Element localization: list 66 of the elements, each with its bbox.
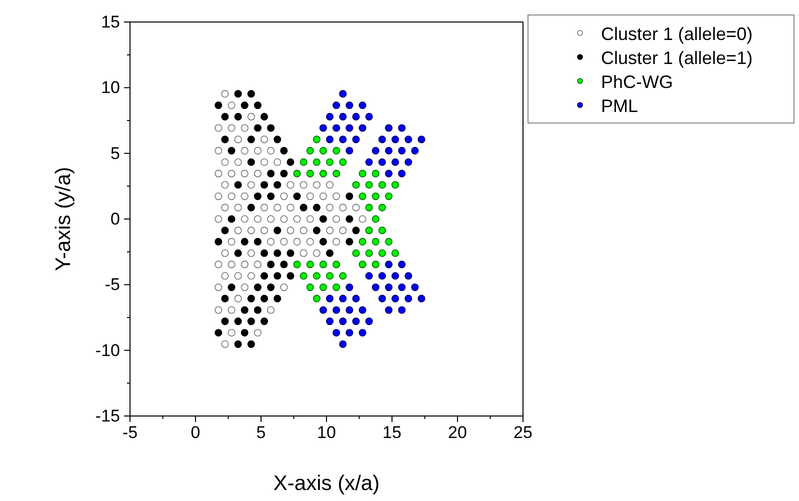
point bbox=[319, 170, 328, 178]
point bbox=[365, 181, 373, 189]
point bbox=[300, 272, 308, 280]
point bbox=[332, 260, 340, 268]
point bbox=[332, 284, 340, 292]
point bbox=[378, 226, 386, 234]
y-axis-title: Y-axis (y/a) bbox=[52, 166, 75, 272]
point bbox=[391, 181, 400, 189]
point bbox=[372, 238, 380, 246]
point bbox=[306, 170, 314, 178]
point bbox=[378, 181, 386, 189]
point bbox=[358, 170, 366, 178]
point bbox=[319, 146, 328, 154]
y-tick-label: 5 bbox=[110, 144, 120, 163]
point bbox=[372, 215, 380, 223]
point bbox=[319, 284, 328, 292]
legend-label: Cluster 1 (allele=1) bbox=[601, 48, 753, 68]
y-tick-label: 0 bbox=[110, 209, 120, 228]
point bbox=[300, 158, 308, 166]
point bbox=[312, 272, 320, 280]
y-tick-label: -10 bbox=[95, 340, 120, 360]
point bbox=[312, 158, 320, 166]
x-tick-label: 0 bbox=[190, 423, 200, 442]
point bbox=[339, 158, 347, 166]
point bbox=[306, 260, 314, 268]
y-tick-label: 10 bbox=[101, 78, 120, 98]
point bbox=[306, 146, 314, 154]
point bbox=[384, 192, 393, 200]
legend-label: Cluster 1 (allele=0) bbox=[601, 24, 753, 44]
point bbox=[372, 192, 380, 200]
legend-label: PhC-WG bbox=[601, 72, 673, 92]
point bbox=[293, 260, 301, 268]
legend-label: PML bbox=[601, 96, 638, 116]
point bbox=[365, 226, 373, 234]
x-tick-label: 5 bbox=[256, 423, 266, 442]
point bbox=[352, 181, 360, 189]
point bbox=[312, 136, 320, 144]
y-tick-label: -15 bbox=[95, 406, 120, 426]
point bbox=[293, 170, 301, 178]
point bbox=[365, 249, 373, 257]
point bbox=[352, 249, 360, 257]
x-axis-title: X-axis (x/a) bbox=[273, 472, 380, 495]
y-tick-label: -5 bbox=[104, 275, 120, 294]
point bbox=[339, 272, 347, 280]
point bbox=[365, 204, 373, 212]
x-tick-label: 10 bbox=[317, 423, 336, 442]
point bbox=[391, 249, 400, 257]
point bbox=[372, 170, 380, 178]
x-tick-label: 25 bbox=[514, 423, 532, 442]
x-tick-label: 15 bbox=[382, 423, 402, 442]
point bbox=[332, 170, 340, 178]
point bbox=[306, 284, 314, 292]
point bbox=[326, 158, 334, 166]
y-tick-label: 15 bbox=[101, 12, 120, 32]
point bbox=[332, 146, 340, 154]
point bbox=[372, 260, 380, 268]
point bbox=[384, 238, 393, 246]
x-tick-label: 20 bbox=[448, 423, 467, 442]
point bbox=[358, 238, 366, 246]
point bbox=[319, 260, 328, 268]
point bbox=[358, 260, 366, 268]
point bbox=[378, 204, 386, 212]
point bbox=[378, 249, 386, 257]
point bbox=[326, 272, 334, 280]
point bbox=[358, 192, 366, 200]
point bbox=[312, 294, 320, 302]
